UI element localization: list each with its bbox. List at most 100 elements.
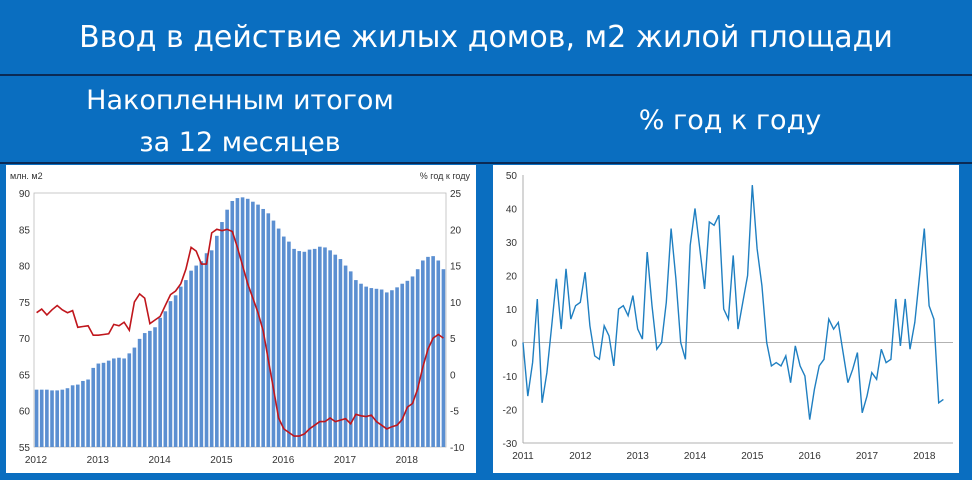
- bar: [287, 241, 291, 447]
- bar: [173, 295, 178, 447]
- right-axis-label: % год к году: [420, 171, 471, 181]
- bar: [240, 197, 245, 447]
- bar: [70, 385, 75, 447]
- bar: [112, 358, 116, 447]
- y-left-tick-label: 75: [19, 298, 31, 309]
- y-left-tick-label: 65: [19, 370, 31, 381]
- bar: [96, 363, 101, 447]
- bar: [81, 380, 85, 447]
- bar: [45, 389, 49, 447]
- bar: [215, 235, 219, 447]
- x-tick-label: 2013: [627, 451, 650, 462]
- bar: [312, 248, 317, 447]
- bar: [75, 384, 80, 447]
- bar: [364, 286, 368, 447]
- x-tick-label: 2018: [913, 451, 936, 462]
- bar: [292, 248, 296, 447]
- bar: [251, 201, 255, 447]
- bar: [178, 286, 183, 447]
- bar: [415, 269, 420, 447]
- left-axis-label: млн. м2: [10, 171, 43, 181]
- bar: [39, 389, 44, 447]
- y-right-tick-label: -5: [450, 407, 459, 418]
- x-tick-label: 2013: [87, 455, 110, 466]
- bar: [65, 388, 70, 447]
- bar: [343, 265, 348, 447]
- y-tick-label: -30: [503, 439, 518, 450]
- left-chart-panel: млн. м2 % год к году 55 60 65 70 75 80 85 90 -10 -5…: [6, 165, 476, 473]
- bar: [230, 200, 235, 447]
- x-tick-label: 2011: [512, 451, 534, 462]
- bar: [204, 253, 209, 447]
- bar: [354, 280, 358, 447]
- y-tick-label: 40: [506, 205, 518, 216]
- page-title: Ввод в действие жилых домов, м2 жилой пл…: [79, 19, 893, 55]
- bar: [405, 280, 410, 447]
- y-right-tick-label: 5: [450, 334, 456, 345]
- y-right-tick-label: 20: [450, 225, 462, 236]
- bar: [431, 256, 435, 447]
- bar: [91, 367, 96, 447]
- bar: [209, 250, 214, 447]
- title-divider: [0, 74, 972, 76]
- x-tick-label: 2015: [741, 451, 764, 462]
- bar: [348, 271, 353, 447]
- yoy-chart: -30 -20 -10 0 10 20 30 40 50 2011 2012 2013 2014 2015…: [503, 171, 953, 462]
- bar: [168, 301, 173, 447]
- bar: [379, 289, 384, 447]
- y-right-tick-label: 15: [450, 262, 462, 273]
- bar: [297, 251, 302, 447]
- bar: [132, 347, 137, 447]
- bar: [266, 213, 271, 447]
- cumulative-chart: млн. м2 % год к году 55 60 65 70 75 80 85 90 -10 -5…: [10, 171, 471, 466]
- bar: [55, 390, 59, 447]
- bar: [271, 220, 276, 447]
- bar: [153, 327, 157, 447]
- bar: [338, 259, 343, 447]
- growth-line: [36, 228, 444, 437]
- bar: [60, 389, 65, 447]
- x-tick-label: 2014: [148, 455, 171, 466]
- left-subtitle-line2: за 12 месяцев: [139, 127, 341, 158]
- y-tick-label: 0: [511, 339, 517, 350]
- bar: [184, 280, 188, 447]
- yoy-line: [522, 185, 944, 420]
- right-subtitle: % год к году: [638, 105, 822, 136]
- bar: [194, 265, 199, 447]
- bar: [225, 209, 229, 447]
- bar: [302, 251, 307, 447]
- bar: [142, 333, 147, 447]
- y-left-tick-label: 70: [19, 334, 31, 345]
- bar: [369, 288, 374, 447]
- bar: [276, 228, 281, 447]
- x-tick-label: 2015: [210, 455, 233, 466]
- left-subtitle-line1: Накопленным итогом: [86, 85, 394, 116]
- y-tick-label: 30: [506, 238, 518, 249]
- bar: [318, 246, 322, 447]
- bar: [333, 254, 338, 447]
- y-left-tick-label: 80: [19, 262, 31, 273]
- x-tick-label: 2017: [334, 455, 357, 466]
- y-right-tick-label: 10: [450, 298, 462, 309]
- bar: [359, 283, 363, 447]
- bar: [235, 198, 240, 447]
- bar: [34, 389, 39, 447]
- x-tick-label: 2017: [856, 451, 879, 462]
- x-tick-label: 2012: [25, 455, 48, 466]
- bar: [328, 250, 332, 447]
- y-left-tick-label: 85: [19, 225, 31, 236]
- bar: [127, 353, 132, 447]
- y-right-tick-label: 25: [450, 189, 462, 200]
- bar: [101, 362, 106, 447]
- plot-frame: [33, 192, 447, 448]
- y-tick-label: -10: [503, 372, 518, 383]
- bar: [245, 198, 250, 447]
- bar: [117, 357, 121, 447]
- y-tick-label: -20: [503, 406, 518, 417]
- bar: [122, 358, 126, 447]
- x-tick-label: 2012: [569, 451, 592, 462]
- bar: [106, 360, 111, 447]
- x-tick-label: 2014: [684, 451, 707, 462]
- y-left-tick-label: 90: [19, 189, 31, 200]
- bar: [281, 236, 286, 447]
